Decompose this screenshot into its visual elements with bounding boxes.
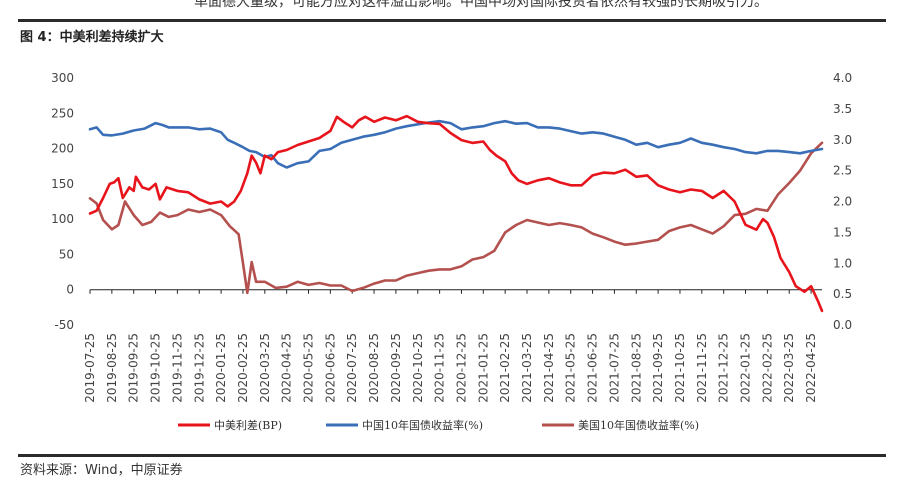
source-note: 资料来源：Wind，中原证券: [20, 463, 183, 478]
right-tick-label: 1.0: [833, 256, 852, 270]
left-tick-label: 250: [51, 106, 74, 120]
x-tick-label: 2019-08-25: [105, 333, 119, 403]
x-tick-label: 2022-04-25: [804, 333, 818, 403]
right-tick-label: 3.5: [833, 102, 852, 116]
series-layer: [88, 114, 824, 313]
legend: 中美利差(BP) 中国10年国债收益率(%) 美国10年国债收益率(%): [178, 418, 699, 432]
right-tick-label: 3.0: [833, 133, 852, 147]
x-tick-label: 2021-09-25: [651, 333, 665, 403]
left-tick-label: 50: [59, 247, 74, 261]
x-tick-label: 2021-05-25: [564, 333, 578, 403]
x-tick-label: 2020-11-25: [433, 333, 447, 403]
right-tick-label: 0.0: [833, 318, 852, 332]
x-tick-label: 2019-07-25: [83, 333, 97, 403]
left-tick-label: 100: [51, 212, 74, 226]
right-tick-label: 2.0: [833, 195, 852, 209]
x-tick-label: 2021-07-25: [607, 333, 621, 403]
x-tick-label: 2021-01-25: [476, 333, 490, 403]
left-tick-label: 200: [51, 142, 74, 156]
x-tick-label: 2020-02-25: [236, 333, 250, 403]
x-tick-label: 2020-09-25: [389, 333, 403, 403]
x-tick-label: 2022-02-25: [760, 333, 774, 403]
x-tick-label: 2021-02-25: [498, 333, 512, 403]
right-tick-label: 2.5: [833, 164, 852, 178]
x-tick-label: 2022-01-25: [739, 333, 753, 403]
x-tick-label: 2021-03-25: [520, 333, 534, 403]
legend-label-2: 美国10年国债收益率(%): [578, 418, 699, 432]
x-tick-label: 2019-12-25: [192, 333, 206, 403]
x-tick-label: 2021-04-25: [542, 333, 556, 403]
x-tick-label: 2020-06-25: [323, 333, 337, 403]
x-tick-label: 2021-06-25: [586, 333, 600, 403]
x-axis: 2019-07-25 2019-08-25 2019-09-25 2019-10-25…: [83, 289, 822, 403]
x-tick-label: 2021-11-25: [695, 333, 709, 403]
x-tick-label: 2019-09-25: [127, 333, 141, 403]
x-tick-label: 2021-08-25: [629, 333, 643, 403]
right-tick-label: 4.0: [833, 71, 852, 85]
right-axis-ticks: 4.0 3.5 3.0 2.5 2.0 1.5 1.0 0.5 0.0: [833, 71, 852, 332]
x-tick-label: 2020-12-25: [454, 333, 468, 403]
left-tick-label: -50: [54, 318, 74, 332]
x-tick-label: 2021-12-25: [717, 333, 731, 403]
legend-label-0: 中美利差(BP): [214, 418, 282, 432]
right-tick-label: 0.5: [833, 287, 852, 301]
series-line-1: [88, 119, 824, 169]
x-tick-label: 2020-10-25: [411, 333, 425, 403]
x-tick-label: 2021-10-25: [673, 333, 687, 403]
x-tick-label: 2019-10-25: [149, 333, 163, 403]
x-tick-label: 2020-03-25: [258, 333, 272, 403]
series-line-2: [88, 141, 824, 295]
x-tick-label: 2020-04-25: [280, 333, 294, 403]
left-tick-label: 300: [51, 71, 74, 85]
x-tick-label: 2020-08-25: [367, 333, 381, 403]
series-line-0: [88, 114, 824, 313]
legend-label-1: 中国10年国债收益率(%): [362, 418, 483, 432]
left-tick-label: 150: [51, 177, 74, 191]
right-tick-label: 1.5: [833, 225, 852, 239]
x-tick-label: 2020-07-25: [345, 333, 359, 403]
bottom-rule: [18, 454, 886, 457]
x-tick-label: 2020-01-25: [214, 333, 228, 403]
figure-title: 图 4：中美利差持续扩大: [20, 30, 164, 45]
x-tick-label: 2022-03-25: [782, 333, 796, 403]
x-tick-label: 2020-05-25: [302, 333, 316, 403]
x-tick-label: 2019-11-25: [170, 333, 184, 403]
title-rule: [18, 19, 886, 22]
left-tick-label: 0: [66, 283, 74, 297]
intro-text: 单面德大量级，可能方应对这样溢出影响。中国中场对国际投资者依然有较强的长期吸引力…: [194, 0, 768, 10]
left-axis-ticks: 300 250 200 150 100 50 0 -50: [51, 71, 74, 332]
